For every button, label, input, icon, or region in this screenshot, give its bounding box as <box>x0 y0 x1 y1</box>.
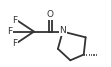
Text: F: F <box>12 16 17 25</box>
Text: O: O <box>47 10 54 19</box>
Text: F: F <box>7 27 13 36</box>
Text: F: F <box>12 39 17 48</box>
Text: N: N <box>59 26 66 35</box>
